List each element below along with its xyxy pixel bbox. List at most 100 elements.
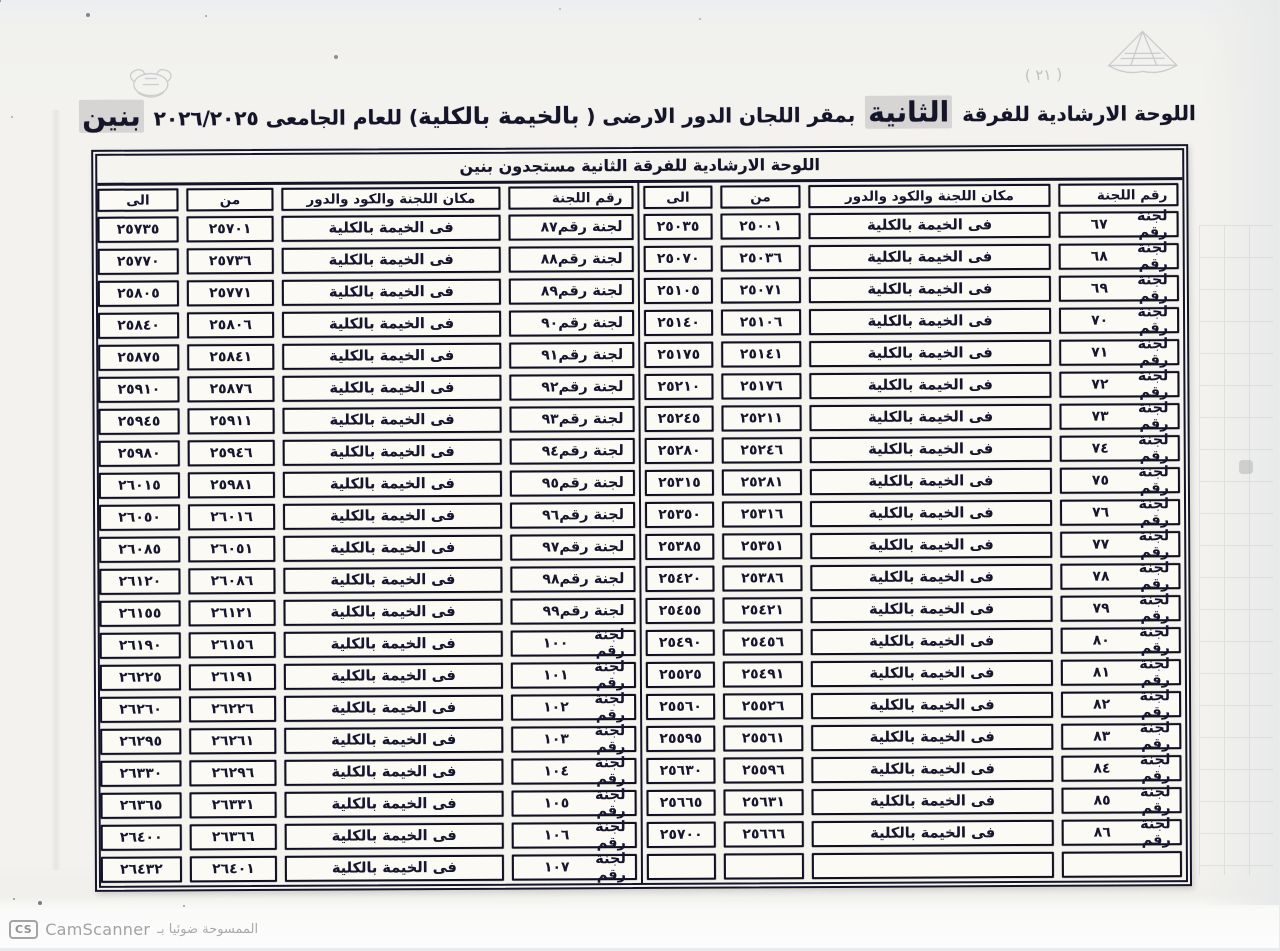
committee-number: ٧٧ (1093, 536, 1111, 553)
committee-prefix: لجنة رقم (1139, 432, 1170, 465)
to-value: ٢٥٩١٠ (99, 376, 181, 403)
committee-prefix: لجنة رقم (1137, 208, 1169, 241)
from-value: ٢٥٨٠٦ (188, 311, 276, 339)
from-value: ٢٥٢٨١ (722, 469, 803, 496)
committee-number: ٩١ (542, 347, 560, 364)
committee-prefix: لجنة رقم (595, 755, 627, 788)
to-value: ٢٥٢١٠ (645, 373, 715, 400)
from-cell: ٢٥٨٧٦ (184, 373, 279, 405)
committee-cell: لجنة رقم ٩٧ (507, 530, 643, 564)
to-value: ٢٦١٩٠ (100, 632, 182, 659)
from-cell: ٢٦٠٨٦ (185, 565, 280, 597)
to-value: ٢٥٥٦٠ (647, 693, 717, 720)
to-value: ٢٥٤٩٠ (646, 629, 716, 656)
from-value: ٢٥٣٨٦ (723, 565, 804, 592)
committee-number: ١٠٢ (544, 699, 570, 716)
committee-prefix: لجنة رقم (559, 475, 625, 492)
committee-cell: لجنة رقم ٩٥ (506, 466, 642, 500)
place-cell: فى الخيمة بالكلية (808, 689, 1058, 722)
from-value: ٢٥٠٠١ (721, 213, 802, 240)
to-cell: ٢٥٩٨٠ (96, 437, 185, 469)
place-value: فى الخيمة بالكلية (810, 307, 1053, 336)
committee-cell: لجنة رقم ٧٥ (1057, 464, 1185, 497)
committee-cell: لجنة رقم ١٠٠ (507, 626, 643, 660)
to-value: ٢٦١٢٠ (100, 568, 182, 595)
place-cell: فى الخيمة بالكلية (282, 788, 509, 821)
col-header-from-right: من (717, 182, 805, 210)
committee-prefix: لجنة رقم (1140, 688, 1172, 721)
place-value: فى الخيمة بالكلية (809, 275, 1052, 304)
from-value: ٢٥٨٤١ (188, 343, 276, 371)
from-value: ٢٥٤٢١ (723, 597, 804, 624)
to-value: ٢٦٠١٥ (99, 472, 181, 499)
to-value: ٢٥٦٦٥ (647, 789, 717, 816)
to-cell: ٢٥٦٦٥ (644, 787, 721, 819)
to-cell: ٢٥٢٤٥ (641, 403, 718, 435)
place-cell: فى الخيمة بالكلية (807, 433, 1057, 466)
place-value: فى الخيمة بالكلية (282, 246, 502, 274)
place-cell: فى الخيمة بالكلية (279, 404, 506, 437)
place-cell: فى الخيمة بالكلية (281, 724, 508, 757)
committee-table: رقم اللجنة مكان اللجنة والكود والدور من … (94, 180, 1187, 886)
committee-prefix: لجنة رقم (1140, 752, 1172, 785)
committee-cell: لجنة رقم ٧٨ (1057, 560, 1185, 593)
committee-cell: لجنة رقم ٨٥ (1058, 784, 1186, 817)
to-cell: ٢٦١٢٠ (96, 565, 185, 597)
from-value: ٢٥٥٢٦ (724, 693, 805, 720)
committee-number: ٨٠ (1093, 632, 1111, 649)
to-cell: ٢٥٨٧٥ (95, 341, 184, 373)
place-value: فى الخيمة بالكلية (285, 758, 505, 786)
committee-prefix: لجنة رقم (559, 411, 625, 428)
committee-number: ٨٨ (541, 251, 559, 268)
place-value: فى الخيمة بالكلية (282, 278, 502, 306)
university-eagle-stamp (130, 68, 173, 98)
committee-prefix: لجنة رقم (596, 819, 627, 852)
committee-cell: لجنة رقم ١٠٣ (508, 722, 644, 756)
title-text: ) للعام الجامعى (259, 105, 420, 130)
committee-prefix: لجنة رقم (595, 723, 627, 756)
committee-prefix: لجنة رقم (1139, 560, 1171, 593)
col-header-label: الى (667, 189, 691, 206)
from-cell: ٢٥٢٤٦ (719, 434, 807, 466)
committee-number: ٨١ (1093, 664, 1112, 681)
committee-cell: لجنة رقم ٧٤ (1057, 432, 1185, 465)
committee-cell: لجنة رقم ٩٦ (506, 498, 643, 532)
camscanner-footer: CS CamScanner الممسوحة ضوئيا بـ (10, 920, 259, 939)
committee-cell: لجنة رقم ٩٠ (505, 306, 642, 340)
place-value: فى الخيمة بالكلية (282, 214, 502, 242)
place-value: فى الخيمة بالكلية (810, 435, 1053, 464)
from-cell: ٢٥٨٤١ (184, 341, 279, 373)
to-value: ٢٥٤٥٥ (646, 597, 716, 624)
committee-cell (1059, 848, 1187, 881)
place-cell: فى الخيمة بالكلية (807, 593, 1057, 626)
committee-number: ٨٥ (1094, 792, 1112, 809)
place-cell: فى الخيمة بالكلية (282, 820, 509, 853)
to-cell: ٢٦٠١٥ (96, 469, 185, 501)
from-cell: ٢٦٣٣١ (187, 789, 282, 821)
committee-prefix: لجنة رقم (1138, 368, 1170, 401)
from-value: ٢٦١٩١ (189, 663, 277, 691)
to-cell: ٢٦٢٩٥ (97, 725, 186, 757)
place-cell: فى الخيمة بالكلية (280, 436, 507, 469)
place-value: فى الخيمة بالكلية (285, 694, 505, 722)
camscanner-logo: CS (10, 920, 40, 939)
from-value: ٢٥٢١١ (722, 405, 803, 432)
to-cell: ٢٥٥٦٠ (643, 691, 720, 723)
place-cell: فى الخيمة بالكلية (280, 468, 507, 501)
committee-prefix: لجنة رقم (560, 539, 626, 556)
committee-number: ٩٦ (543, 507, 561, 524)
to-value: ٢٦٢٩٥ (101, 728, 183, 755)
from-cell: ٢٥٣٥١ (719, 530, 807, 562)
to-cell: ٢٦٤٠٠ (98, 821, 187, 853)
to-cell: ٢٥٠٧٠ (641, 243, 718, 275)
place-cell: فى الخيمة بالكلية (280, 564, 507, 597)
from-value: ٢٥٠٧١ (721, 277, 802, 304)
committee-prefix: لجنة رقم (1140, 784, 1172, 817)
to-cell: ٢٥٧٧٠ (95, 245, 184, 277)
committee-number: ٨٩ (541, 283, 560, 300)
to-cell: ٢٦٠٥٠ (96, 501, 185, 533)
committee-cell: لجنة رقم ١٠٤ (508, 754, 644, 788)
place-value: فى الخيمة بالكلية (284, 534, 504, 562)
from-cell: ٢٥٣٨٦ (719, 562, 807, 594)
place-cell: فى الخيمة بالكلية (279, 276, 506, 309)
